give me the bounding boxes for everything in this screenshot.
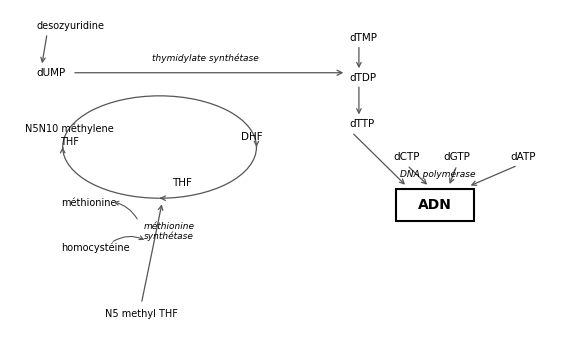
Text: méthionine: méthionine xyxy=(61,198,116,208)
Text: desozyuridine: desozyuridine xyxy=(36,22,104,31)
Text: dTTP: dTTP xyxy=(349,119,374,129)
Text: dTDP: dTDP xyxy=(349,73,376,83)
Text: dATP: dATP xyxy=(511,152,536,162)
Text: dCTP: dCTP xyxy=(394,152,420,162)
Text: THF: THF xyxy=(60,137,79,147)
Text: DHF: DHF xyxy=(241,132,263,142)
Text: N5 methyl THF: N5 methyl THF xyxy=(105,309,178,319)
Text: synthétase: synthétase xyxy=(144,232,194,241)
Text: DNA polymérase: DNA polymérase xyxy=(400,170,475,179)
Text: homocystéine: homocystéine xyxy=(61,243,129,253)
Text: N5N10 méthylene: N5N10 méthylene xyxy=(25,124,114,134)
Text: ADN: ADN xyxy=(418,198,451,212)
Text: méthionine: méthionine xyxy=(144,222,195,231)
FancyBboxPatch shape xyxy=(396,189,473,220)
Text: dGTP: dGTP xyxy=(444,152,470,162)
Text: dUMP: dUMP xyxy=(36,68,66,78)
Text: thymidylate synthétase: thymidylate synthétase xyxy=(151,54,258,63)
Text: dTMP: dTMP xyxy=(349,33,377,43)
Text: THF: THF xyxy=(172,178,192,188)
